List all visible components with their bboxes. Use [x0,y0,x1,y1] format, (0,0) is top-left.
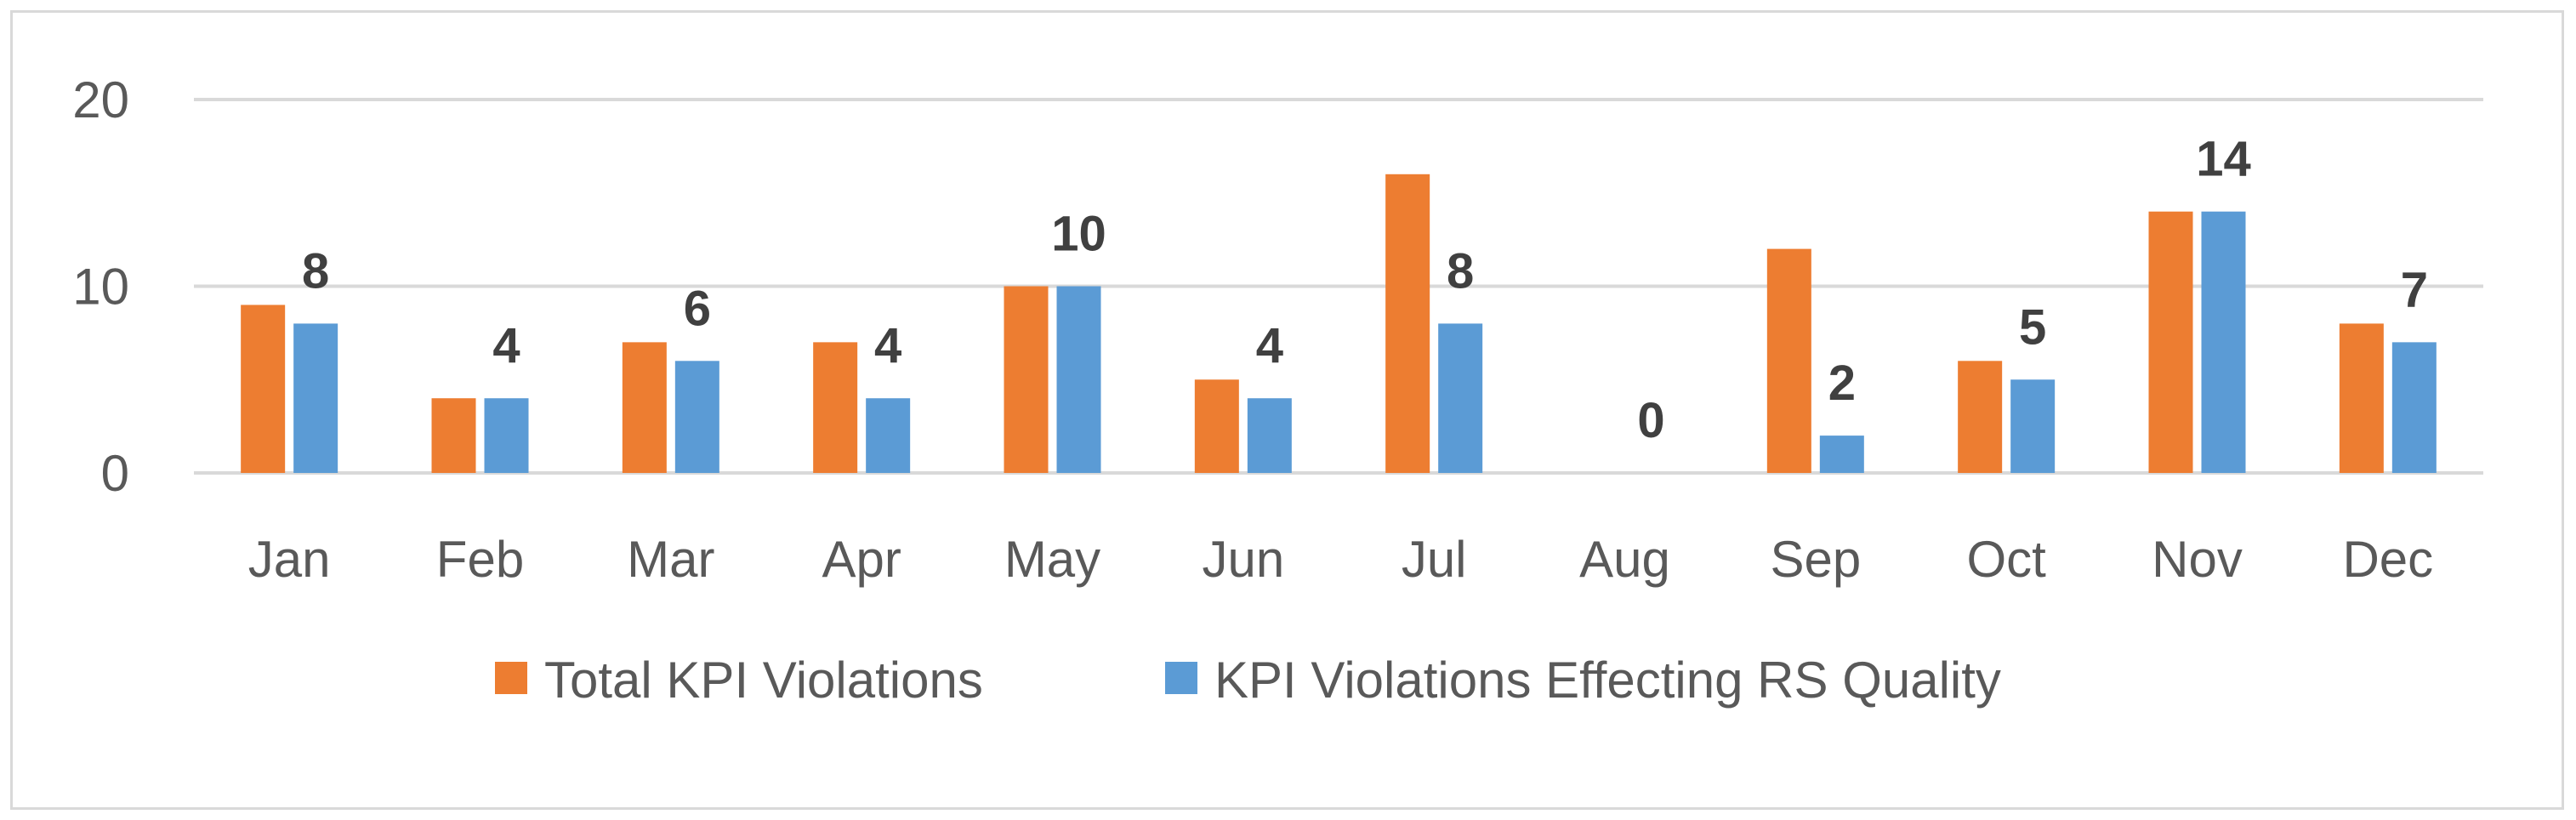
x-tick-label-aug: Aug [1579,531,1670,588]
legend-swatch-total [495,662,527,694]
y-tick-label-0: 0 [101,445,129,502]
bar-rs-quality-dec [2391,342,2437,473]
legend-label-rs-quality: KPI Violations Effecting RS Quality [1214,652,2001,709]
bar-rs-quality-may [1056,286,1101,473]
y-tick-label-20: 20 [72,71,129,128]
legend-swatch-rs-quality [1165,662,1197,694]
data-label-jul: 8 [1447,243,1474,299]
bar-total-mar [622,342,667,473]
data-label-feb: 4 [492,318,520,373]
x-tick-label-apr: Apr [822,531,901,588]
x-tick-label-nov: Nov [2152,531,2243,588]
x-tick-label-sep: Sep [1770,531,1861,588]
y-tick-label-10: 10 [72,259,129,316]
bar-total-nov [2148,211,2193,473]
bar-total-sep [1766,248,1811,473]
x-tick-label-jun: Jun [1202,531,1284,588]
bar-total-jul [1385,174,1430,474]
bar-rs-quality-jul [1438,323,1483,473]
x-tick-label-dec: Dec [2342,531,2433,588]
bar-total-apr [813,342,858,473]
data-label-apr: 4 [874,318,901,373]
bar-rs-quality-oct [2010,379,2056,473]
x-tick-label-mar: Mar [627,531,714,588]
bar-total-oct [1958,361,2003,473]
data-label-jan: 8 [302,243,329,299]
data-label-sep: 2 [1828,356,1856,411]
bar-total-may [1004,286,1049,473]
data-label-jun: 4 [1256,318,1283,373]
data-label-mar: 6 [684,281,711,336]
data-label-nov: 14 [2196,132,2251,187]
x-tick-label-oct: Oct [1966,531,2046,588]
data-label-dec: 7 [2401,262,2428,317]
bar-total-jun [1194,379,1239,473]
x-tick-label-jul: Jul [1402,531,1467,588]
x-tick-label-may: May [1004,531,1100,588]
legend-label-total: Total KPI Violations [544,652,983,709]
data-label-aug: 0 [1637,393,1664,448]
data-label-oct: 5 [2019,299,2046,355]
bar-rs-quality-nov [2201,211,2246,473]
bar-total-dec [2339,323,2384,473]
bar-rs-quality-feb [484,398,529,473]
bar-total-feb [431,398,476,473]
bar-total-jan [241,305,286,473]
x-tick-label-jan: Jan [248,531,331,588]
data-label-may: 10 [1051,207,1106,262]
bar-rs-quality-mar [674,361,719,473]
bar-rs-quality-sep [1819,436,1864,473]
x-tick-label-feb: Feb [436,531,524,588]
bar-rs-quality-apr [866,398,911,473]
bar-rs-quality-jan [293,323,338,473]
bar-rs-quality-jun [1247,398,1292,473]
